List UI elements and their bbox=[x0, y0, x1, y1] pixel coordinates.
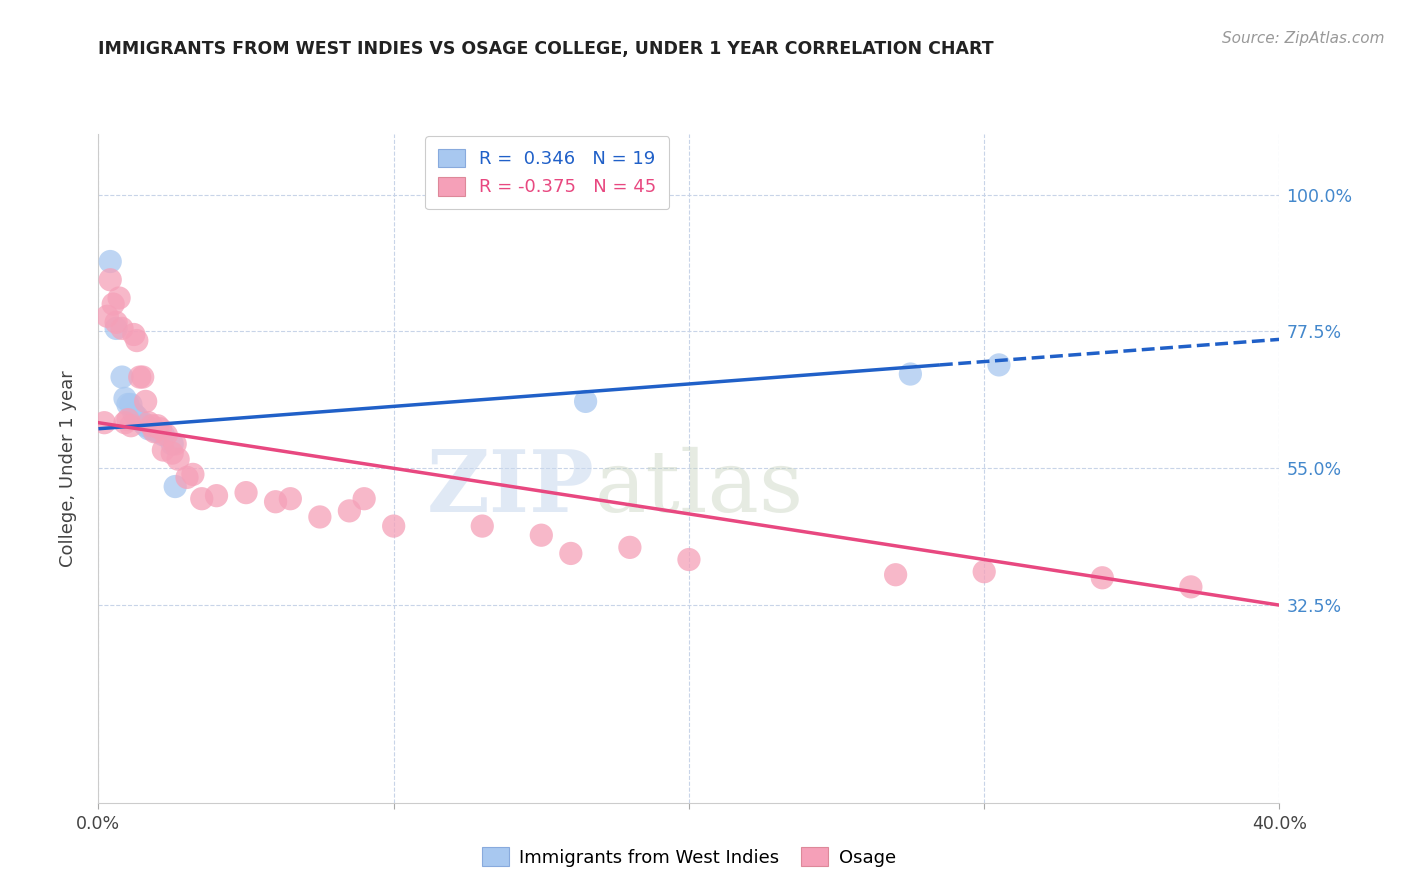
Point bbox=[530, 528, 553, 542]
Point bbox=[574, 394, 596, 409]
Point bbox=[152, 428, 174, 442]
Point bbox=[98, 273, 121, 287]
Point bbox=[111, 370, 134, 384]
Point bbox=[114, 392, 136, 406]
Point bbox=[103, 297, 125, 311]
Point bbox=[96, 310, 118, 324]
Point bbox=[560, 546, 582, 560]
Point bbox=[471, 519, 494, 533]
Point bbox=[135, 418, 157, 433]
Point bbox=[105, 315, 128, 329]
Point bbox=[117, 397, 139, 411]
Point bbox=[176, 470, 198, 484]
Point bbox=[120, 397, 142, 411]
Point bbox=[678, 552, 700, 566]
Point bbox=[973, 565, 995, 579]
Point bbox=[146, 418, 169, 433]
Point bbox=[146, 425, 169, 439]
Text: atlas: atlas bbox=[595, 447, 804, 530]
Point bbox=[900, 367, 922, 381]
Point bbox=[105, 321, 128, 335]
Point bbox=[122, 407, 145, 421]
Point bbox=[117, 412, 139, 426]
Y-axis label: College, Under 1 year: College, Under 1 year bbox=[59, 370, 77, 566]
Point bbox=[122, 327, 145, 342]
Point bbox=[884, 567, 907, 582]
Point bbox=[138, 422, 160, 436]
Point bbox=[114, 416, 136, 430]
Point bbox=[138, 416, 160, 430]
Point bbox=[141, 422, 163, 436]
Point bbox=[132, 370, 155, 384]
Point bbox=[278, 491, 302, 506]
Point bbox=[167, 452, 190, 467]
Text: ZIP: ZIP bbox=[426, 446, 595, 531]
Point bbox=[309, 510, 332, 524]
Point bbox=[132, 416, 155, 430]
Point bbox=[1180, 580, 1202, 594]
Point bbox=[120, 418, 142, 433]
Point bbox=[141, 418, 163, 433]
Point bbox=[382, 519, 405, 533]
Point bbox=[162, 437, 183, 451]
Point bbox=[191, 491, 214, 506]
Point bbox=[162, 446, 183, 460]
Point bbox=[125, 334, 148, 348]
Point bbox=[111, 321, 134, 335]
Point bbox=[181, 467, 204, 482]
Point bbox=[165, 479, 187, 493]
Point bbox=[143, 425, 166, 439]
Legend: Immigrants from West Indies, Osage: Immigrants from West Indies, Osage bbox=[474, 840, 904, 874]
Point bbox=[98, 254, 121, 268]
Point bbox=[264, 495, 287, 509]
Text: Source: ZipAtlas.com: Source: ZipAtlas.com bbox=[1222, 31, 1385, 46]
Point bbox=[152, 443, 174, 458]
Point bbox=[353, 491, 375, 506]
Point bbox=[108, 291, 131, 305]
Point bbox=[128, 370, 150, 384]
Point bbox=[135, 394, 157, 409]
Point bbox=[339, 504, 360, 518]
Point bbox=[165, 437, 187, 451]
Point bbox=[235, 485, 257, 500]
Point bbox=[205, 489, 228, 503]
Point bbox=[619, 541, 641, 555]
Point bbox=[1091, 571, 1114, 585]
Point bbox=[155, 428, 177, 442]
Point bbox=[987, 358, 1010, 372]
Point bbox=[125, 409, 148, 424]
Text: IMMIGRANTS FROM WEST INDIES VS OSAGE COLLEGE, UNDER 1 YEAR CORRELATION CHART: IMMIGRANTS FROM WEST INDIES VS OSAGE COL… bbox=[98, 40, 994, 58]
Point bbox=[149, 422, 172, 436]
Point bbox=[93, 416, 115, 430]
